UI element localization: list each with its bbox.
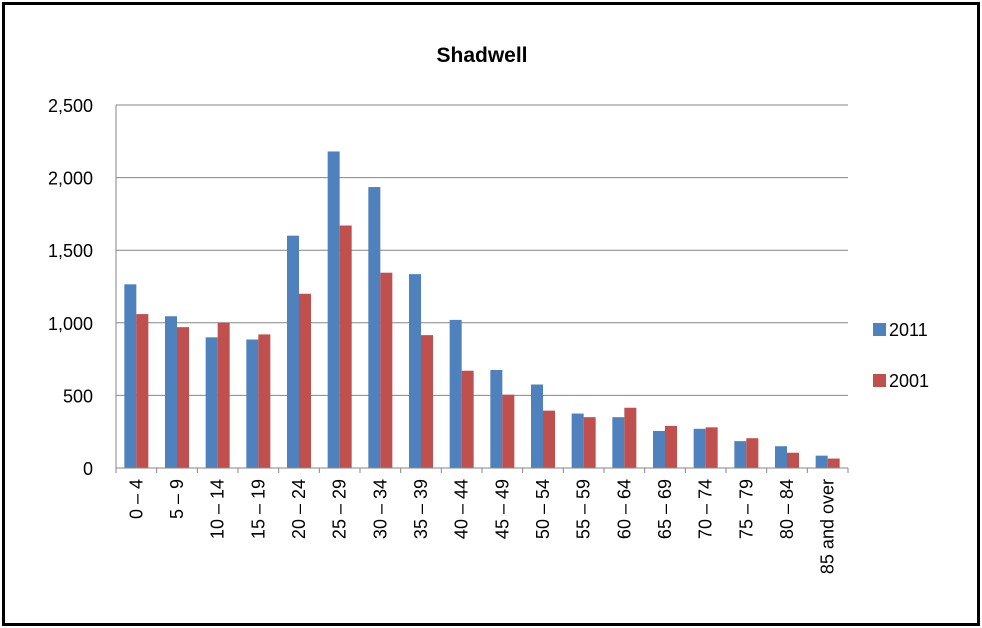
x-tick-label: 10 – 14 <box>208 479 228 539</box>
bar-2011-14 <box>693 428 706 468</box>
chart-title: Shadwell <box>436 44 527 67</box>
y-tick-labels: 0 500 1,000 1,500 2,000 2,500 <box>48 96 93 479</box>
bar-2001-3 <box>258 334 271 468</box>
x-tick-label: 5 – 9 <box>167 479 187 519</box>
y-tick-label: 0 <box>83 459 93 479</box>
bar-2001-1 <box>177 327 189 468</box>
x-tick-label: 15 – 19 <box>248 479 268 539</box>
bar-2001-16 <box>787 452 799 468</box>
y-tick-label: 1,500 <box>48 241 93 261</box>
bar-2001-17 <box>827 458 840 468</box>
x-tick-label: 75 – 79 <box>736 479 756 539</box>
bar-2011-1 <box>165 316 177 468</box>
bar-2001-9 <box>502 394 515 468</box>
bar-2001-7 <box>421 335 433 468</box>
bar-2001-11 <box>583 417 596 468</box>
x-tick-label: 30 – 34 <box>370 479 390 539</box>
bar-2001-0 <box>136 314 149 468</box>
bar-2011-13 <box>653 430 665 468</box>
bar-2011-5 <box>327 151 340 469</box>
y-tick-label: 2,000 <box>48 169 93 189</box>
bars <box>124 151 840 469</box>
bar-2011-2 <box>205 337 218 468</box>
x-tick-labels: 0 – 4 5 – 9 10 – 14 15 – 19 20 – 24 25 – 29 30… <box>115 468 849 574</box>
bar-2001-8 <box>461 370 474 468</box>
bar-2011-7 <box>409 274 421 468</box>
y-tick-label: 500 <box>63 386 93 406</box>
legend-label-2011: 2011 <box>889 320 928 340</box>
bar-2011-3 <box>246 339 259 468</box>
bar-2001-12 <box>624 407 637 468</box>
x-tick-label: 25 – 29 <box>330 479 350 539</box>
legend: 2011 2001 <box>873 320 929 391</box>
bar-2011-11 <box>571 413 584 468</box>
bar-2011-9 <box>490 369 503 468</box>
gridlines <box>116 104 848 396</box>
x-tick-label: 55 – 59 <box>574 479 594 539</box>
bar-2001-10 <box>543 410 555 468</box>
bar-2011-17 <box>815 455 828 468</box>
x-tick-label: 85 and over <box>818 479 838 574</box>
legend-swatch-2001 <box>873 374 886 387</box>
x-tick-label: 60 – 64 <box>614 479 634 539</box>
y-tick-label: 1,000 <box>48 314 93 334</box>
bar-2011-6 <box>368 187 381 468</box>
legend-swatch-2011 <box>873 323 886 336</box>
chart-svg: 0 500 1,000 1,500 2,000 2,500 0 – 4 5 – 9 10 – … <box>48 44 929 574</box>
x-tick-label: 80 – 84 <box>777 479 797 539</box>
bar-2001-13 <box>665 425 677 468</box>
bar-2011-12 <box>612 417 625 468</box>
y-tick-label: 2,500 <box>48 96 93 116</box>
bar-2011-4 <box>287 235 299 468</box>
legend-label-2001: 2001 <box>889 371 929 391</box>
x-tick-label: 35 – 39 <box>411 479 431 539</box>
x-tick-label: 50 – 54 <box>533 479 553 539</box>
bar-2011-10 <box>531 384 543 468</box>
x-tick-label: 0 – 4 <box>126 479 146 519</box>
bar-2001-15 <box>746 438 759 468</box>
x-tick-label: 20 – 24 <box>289 479 309 539</box>
x-tick-label: 70 – 74 <box>696 479 716 539</box>
bar-2001-2 <box>217 322 230 468</box>
bar-2001-5 <box>339 225 352 468</box>
bar-2001-14 <box>705 427 718 468</box>
bar-2011-15 <box>734 441 747 468</box>
bar-2001-6 <box>380 272 393 468</box>
x-tick-label: 40 – 44 <box>452 479 472 539</box>
x-tick-label: 65 – 69 <box>655 479 675 539</box>
bar-2011-8 <box>449 319 462 468</box>
bar-2011-0 <box>124 284 137 468</box>
bar-2011-16 <box>775 446 787 468</box>
bar-2001-4 <box>299 293 311 468</box>
x-tick-label: 45 – 49 <box>492 479 512 539</box>
